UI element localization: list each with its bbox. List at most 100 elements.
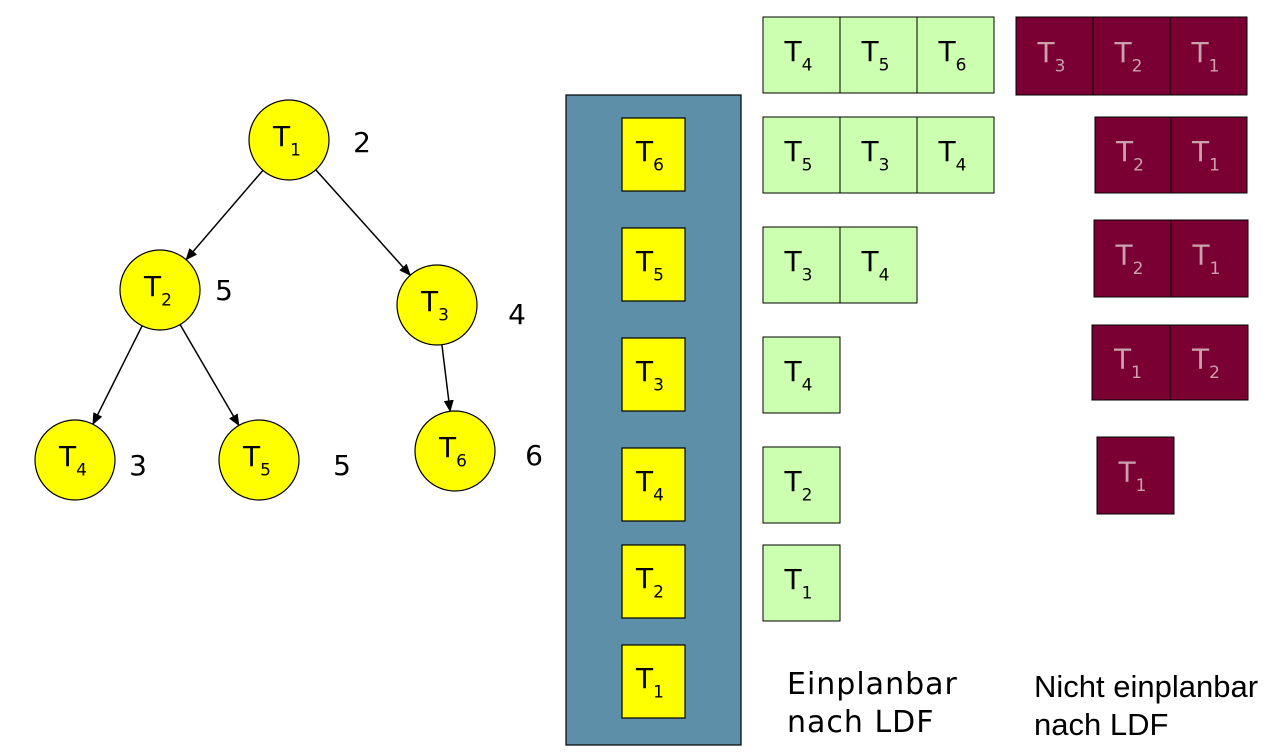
not-schedulable-row-3: T2 T1 [1093,219,1249,298]
task-queue: T6 T5 T3 T4 T2 T1 [565,94,742,746]
queue-item-1: T6 [621,117,686,192]
task-node-circle [119,249,201,331]
queue-item-box [621,337,686,412]
schedulable-task-box [762,16,841,94]
task-deadline: 5 [333,449,351,482]
task-node-t3: T3 4 [396,264,526,346]
queue-panel [565,94,742,746]
task-node-t6: T6 6 [414,410,543,492]
queue-item-4: T4 [621,447,686,522]
task-node-circle [248,99,330,181]
queue-item-label: T5 [635,245,664,286]
schedulable-task-box [916,16,995,94]
queue-item-6: T1 [621,644,686,719]
task-deadline: 3 [129,449,147,482]
task-node-t4: T4 3 [34,419,147,501]
schedulable-task-box [762,116,841,194]
task-tree: T1 2 T2 5 T3 4 T4 3 T5 5 T6 6 [34,99,543,501]
not-schedulable-task-label: T1 [1118,455,1147,496]
schedulable-caption-line2: nach LDF [787,705,935,740]
not-schedulable-task-label: T2 [1114,36,1143,77]
schedulable-task-label: T4 [861,245,890,286]
schedulable-task-box [762,226,841,304]
not-schedulable-task-box [1169,16,1248,96]
task-node-label: T1 [272,120,301,161]
schedulable-row-4: T4 [762,336,841,414]
not-schedulable-caption: Nicht einplanbar nach LDF [1034,668,1258,744]
queue-item-box [621,544,686,619]
tree-edge-t2-t4 [92,325,143,426]
queue-item-2: T5 [621,227,686,302]
not-schedulable-caption-line2: nach LDF [1034,707,1169,742]
not-schedulable-caption-line1: Nicht einplanbar [1034,669,1259,704]
tree-edge-t1-t3 [315,169,411,276]
schedulable-task-box [762,544,841,622]
schedulable-task-label: T2 [784,465,813,506]
not-schedulable-task-box [1091,324,1171,401]
queue-item-label: T1 [635,662,664,703]
not-schedulable-task-box [1096,436,1175,515]
task-node-label: T4 [58,440,87,481]
schedulable-task-label: T1 [784,563,813,604]
not-schedulable-task-label: T1 [1191,36,1220,77]
schedulable-task-label: T5 [861,35,890,76]
schedulable-caption: Einplanbar nach LDF [787,666,958,742]
task-node-t5: T5 5 [218,419,351,501]
queue-item-box [621,447,686,522]
schedulable-task-label: T4 [784,35,813,76]
task-tree-edges [92,169,454,427]
not-schedulable-task-label: T1 [1192,238,1221,279]
not-schedulable-task-box [1169,324,1249,401]
not-schedulable-row-2: T2 T1 [1094,116,1248,194]
queue-item-box [621,644,686,719]
queue-item-box [621,227,686,302]
not-schedulable-task-label: T1 [1113,342,1142,383]
not-schedulable-task-label: T2 [1191,342,1220,383]
schedulable-sequences: T4 T5 T6 T5 T3 T4 T3 T4 T4 T2 T1 [762,16,995,622]
task-deadline: 6 [525,439,543,472]
schedulable-task-label: T4 [784,355,813,396]
schedulable-task-label: T6 [938,35,967,76]
task-node-circle [34,419,116,501]
schedulable-task-label: T3 [861,135,890,176]
schedulable-task-label: T3 [784,245,813,286]
task-node-t1: T1 2 [248,99,371,181]
not-schedulable-row-4: T1 T2 [1091,324,1249,401]
not-schedulable-task-label: T1 [1191,135,1220,176]
queue-item-label: T4 [635,465,664,506]
schedulable-task-box [839,226,918,304]
not-schedulable-task-box [1093,219,1172,298]
task-node-label: T5 [242,440,271,481]
not-schedulable-row-5: T1 [1096,436,1175,515]
queue-item-label: T6 [635,135,664,176]
tree-edge-t1-t2 [185,169,264,261]
schedulable-row-5: T2 [762,446,841,524]
not-schedulable-task-label: T2 [1115,238,1144,279]
schedulable-row-3: T3 T4 [762,226,918,304]
schedulable-task-box [839,116,918,194]
schedulable-task-label: T4 [938,135,967,176]
queue-item-label: T2 [635,562,664,603]
schedulable-task-box [762,446,841,524]
queue-item-5: T2 [621,544,686,619]
schedulable-task-box [762,336,841,414]
schedulable-row-1: T4 T5 T6 [762,16,995,94]
schedulable-row-6: T1 [762,544,841,622]
schedulable-task-box [839,16,918,94]
not-schedulable-row-1: T3 T2 T1 [1015,16,1248,96]
task-node-label: T2 [143,270,172,311]
task-node-circle [218,419,300,501]
not-schedulable-task-label: T2 [1115,135,1144,176]
task-node-label: T6 [438,431,467,472]
not-schedulable-task-label: T3 [1037,36,1066,77]
task-node-circle [396,264,478,346]
task-node-circle [414,410,496,492]
schedulable-task-box [916,116,995,194]
task-deadline: 4 [508,298,526,331]
not-schedulable-task-box [1170,219,1249,298]
task-deadline: 2 [353,126,371,159]
schedulable-caption-line1: Einplanbar [787,667,958,702]
tree-edge-t3-t6 [441,344,454,413]
tree-edge-t2-t5 [179,324,240,427]
